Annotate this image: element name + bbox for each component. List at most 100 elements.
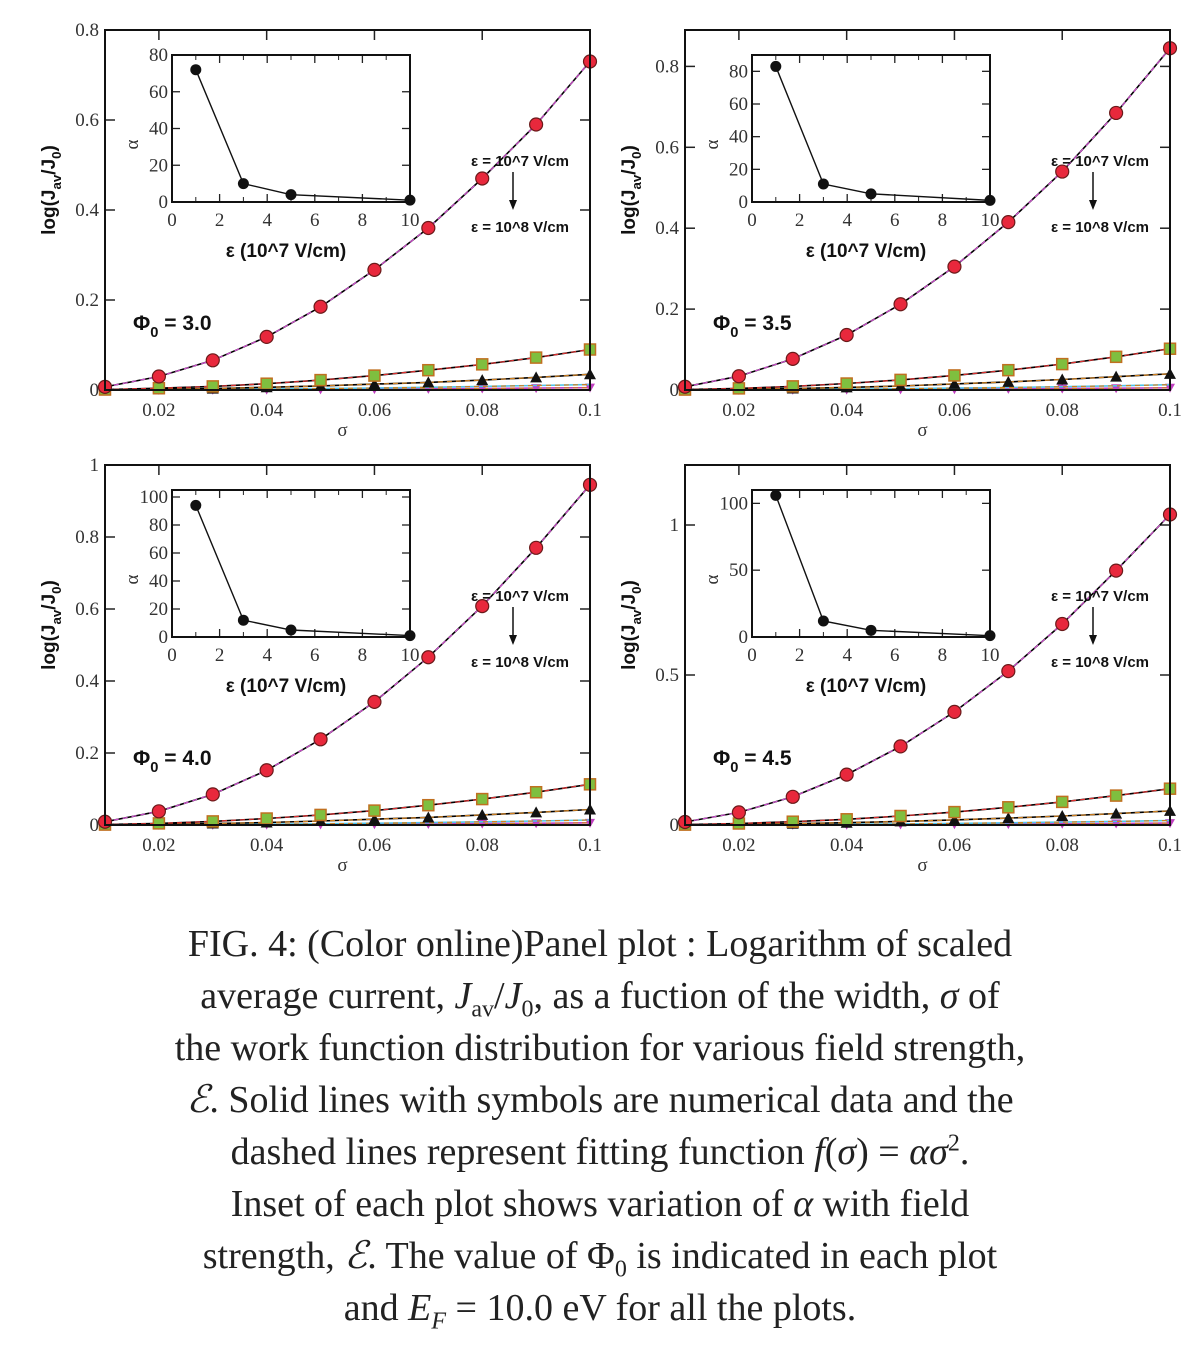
data-point-circle <box>1055 616 1070 632</box>
data-point-circle <box>947 259 962 274</box>
inset-x-tick-label: 10 <box>401 210 420 231</box>
inset-frame <box>171 489 411 638</box>
y-tick-label: 0.4 <box>655 218 679 239</box>
phi0-value: 3.0 <box>182 312 211 335</box>
inset-data-point <box>865 624 877 636</box>
y-tick-label: 0 <box>90 380 100 401</box>
subscript: 0 <box>629 586 644 593</box>
inset-data-point <box>285 189 297 201</box>
subscript: 0 <box>49 151 64 158</box>
data-point-circle <box>259 763 274 778</box>
eq: = <box>738 312 762 335</box>
y-tick-label: 0.2 <box>655 299 679 320</box>
data-point-circle <box>205 787 220 802</box>
inset-line <box>775 495 991 637</box>
caption-text: average current, <box>200 975 455 1017</box>
x-tick-label: 0.06 <box>358 835 391 856</box>
inset-x-tick-label: 10 <box>981 645 1000 666</box>
x-tick-label: 0.1 <box>578 400 602 421</box>
data-point-circle <box>421 650 436 665</box>
inset-data-point <box>770 60 782 72</box>
fit-dashed-line-1 <box>684 514 1171 823</box>
subscript: 0 <box>150 760 158 776</box>
y-tick-label: 0.6 <box>655 137 679 158</box>
data-point-circle <box>1001 663 1016 679</box>
data-point-square <box>1109 350 1123 364</box>
data-point-square <box>948 805 961 819</box>
y-tick-label: 0.6 <box>75 110 99 131</box>
data-point-circle <box>205 353 220 368</box>
text: ) <box>39 145 60 151</box>
data-point-triangle <box>422 811 435 823</box>
data-point-triangle <box>476 808 489 820</box>
subscript: 0 <box>730 325 738 341</box>
inset-y-axis-label: α <box>702 139 723 149</box>
inset-x-tick-label: 10 <box>981 210 1000 231</box>
caption-text: = 10.0 eV for all the plots. <box>446 1287 857 1329</box>
caption-text: . <box>959 1131 970 1173</box>
inset-y-tick-label: 100 <box>720 493 749 514</box>
inset-x-tick-label: 0 <box>167 645 177 666</box>
inset-data-point <box>190 499 202 511</box>
inset-y-tick-label: 40 <box>729 127 748 148</box>
arrow-head-icon <box>1089 200 1097 210</box>
caption-text: f <box>814 1131 825 1173</box>
text: /J <box>619 594 640 610</box>
x-tick-label: 0.04 <box>830 400 864 421</box>
field-annotation-bottom: ε = 10^8 V/cm <box>471 654 569 671</box>
field-annotation-top: ε = 10^7 V/cm <box>471 153 569 170</box>
inset-plot: 0 2 4 6 8 10 0 20 40 60 80 ε (10^7 V/cm) α <box>122 45 420 262</box>
caption-text: 0 <box>521 996 534 1023</box>
x-tick-label: 0.04 <box>250 400 284 421</box>
data-point-square <box>368 369 381 382</box>
x-tick-label: 0.06 <box>938 400 971 421</box>
caption-text: of <box>958 975 1000 1017</box>
data-point-circle <box>151 369 166 384</box>
caption-line-2: average current, Jav/J0, as a fuction of… <box>20 970 1180 1022</box>
inset-x-axis-label: ε (10^7 V/cm) <box>806 676 926 697</box>
inset-x-tick-label: 8 <box>938 210 948 231</box>
fit-dashed-line-1 <box>104 484 591 823</box>
x-tick-label: 0.1 <box>1158 835 1182 856</box>
inset-x-tick-label: 0 <box>747 210 757 231</box>
caption-text: av <box>471 996 495 1023</box>
y-axis-label: log(Jav/J0) <box>39 145 64 235</box>
inset-data-point <box>865 188 877 200</box>
caption-text: the work function distribution for vario… <box>174 1027 1026 1069</box>
arrow-head-icon <box>1089 635 1097 645</box>
inset-x-tick-label: 0 <box>747 645 757 666</box>
data-point-circle <box>731 369 746 384</box>
caption-text: Inset of each plot shows variation of <box>230 1183 794 1225</box>
y-tick-label: 1 <box>90 455 100 476</box>
caption-text: with field <box>813 1183 970 1225</box>
data-point-square <box>894 809 907 823</box>
data-point-square <box>422 363 435 377</box>
caption-text: σ <box>837 1131 857 1173</box>
x-tick-label: 0.04 <box>250 835 284 856</box>
fit-dashed-line-2 <box>104 348 591 391</box>
data-point-square <box>314 373 327 387</box>
data-point-triangle <box>476 374 489 386</box>
caption-text: dashed lines represent fitting function <box>230 1131 815 1173</box>
data-point-circle <box>367 694 382 709</box>
caption-text: strength, <box>202 1235 345 1277</box>
subscript: av <box>49 174 64 189</box>
data-point-circle <box>259 329 274 344</box>
inset-y-tick-label: 20 <box>149 599 168 620</box>
data-point-triangle <box>530 806 543 818</box>
caption-text: ) = <box>856 1131 910 1173</box>
data-point-square <box>948 369 961 382</box>
fit-dashed-line-2 <box>684 788 1171 826</box>
data-point-circle <box>839 327 854 343</box>
y-tick-label: 0.4 <box>75 671 99 692</box>
data-point-circle <box>1109 563 1124 578</box>
fit-dashed-line-1 <box>684 47 1171 388</box>
data-point-square <box>786 380 800 393</box>
caption-text: ( <box>824 1131 838 1173</box>
y-tick-label: 0.2 <box>75 743 99 764</box>
phi0-value: 4.5 <box>762 747 792 770</box>
data-point-square <box>152 381 166 395</box>
data-point-triangle <box>1002 812 1015 824</box>
data-point-circle <box>475 599 490 614</box>
